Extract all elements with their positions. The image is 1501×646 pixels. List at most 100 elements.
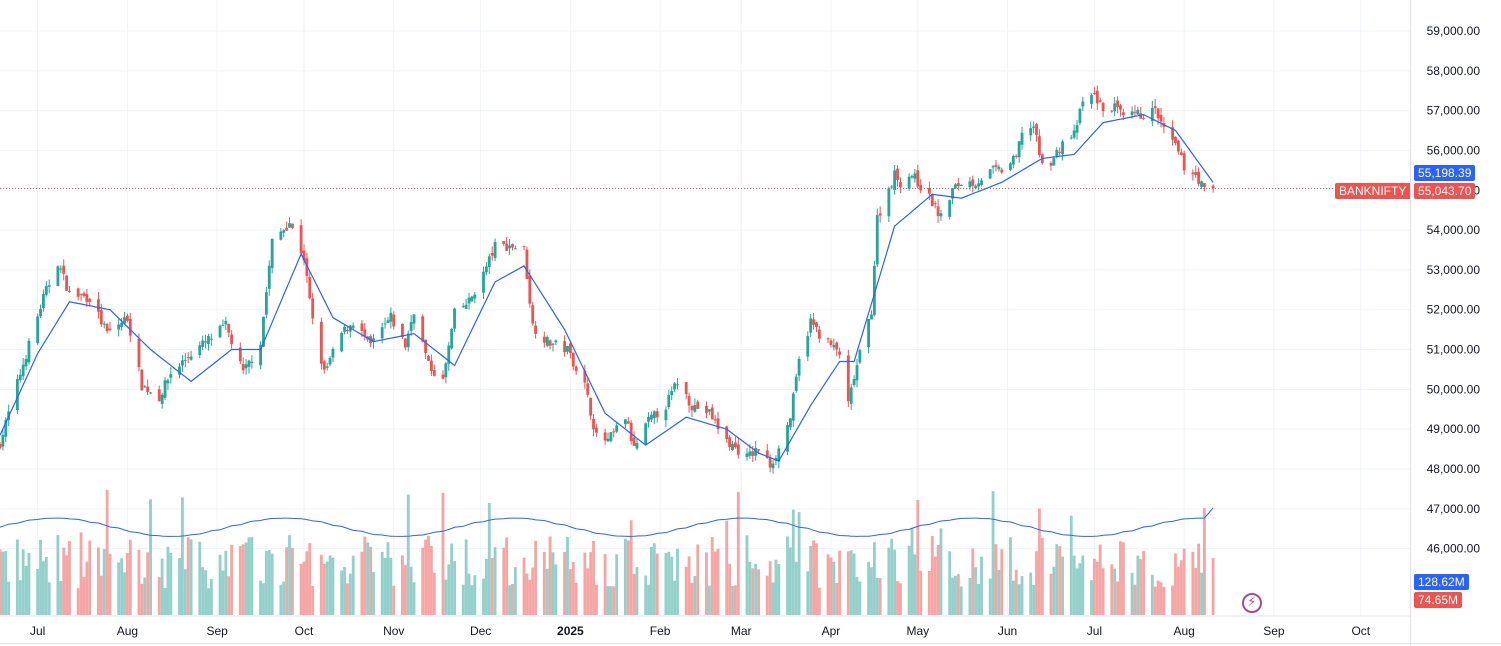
volume-bar <box>606 586 610 615</box>
price-tick-label: 46,000.00 <box>1427 542 1481 556</box>
candle <box>386 317 390 324</box>
volume-bar <box>736 492 740 615</box>
volume-bar <box>797 512 801 615</box>
volume-bar <box>444 579 448 615</box>
volume-bar <box>325 561 329 615</box>
volume-bar <box>838 550 842 615</box>
candle <box>788 417 792 431</box>
candle <box>166 378 170 390</box>
candle <box>954 183 957 189</box>
candle <box>18 368 22 383</box>
volume-bar <box>832 561 836 615</box>
candle <box>207 333 210 351</box>
candle <box>79 293 83 302</box>
volume-bar <box>1162 587 1166 615</box>
candle <box>392 311 396 330</box>
candle <box>389 307 393 329</box>
candle <box>858 348 862 365</box>
volume-bar <box>603 554 607 615</box>
candle <box>198 341 202 359</box>
candle <box>713 415 717 424</box>
volume-bar <box>1072 555 1076 615</box>
candle <box>664 406 668 427</box>
candle <box>36 313 40 346</box>
candle <box>806 331 810 361</box>
candle <box>855 358 859 388</box>
volume-bar <box>707 585 711 615</box>
volume-bar <box>102 549 106 615</box>
candle <box>554 339 558 346</box>
volume-bar <box>1095 561 1099 615</box>
time-tick-label: Mar <box>731 624 752 638</box>
volume-bar <box>140 583 144 615</box>
volume-bar <box>44 556 48 615</box>
volume-bar <box>363 536 367 615</box>
volume-bar <box>247 537 251 615</box>
volume-bar <box>684 566 688 615</box>
candle <box>647 412 650 428</box>
volume-bar <box>183 569 187 615</box>
candle <box>1014 154 1018 159</box>
volume-bar <box>710 537 714 615</box>
volume-bar <box>1182 548 1186 615</box>
candle <box>493 238 497 262</box>
candle <box>574 365 578 375</box>
price-tick-label: 53,000.00 <box>1427 263 1481 277</box>
volume-bar <box>117 562 121 615</box>
candle <box>351 322 355 330</box>
candle <box>42 289 45 312</box>
candle <box>629 420 633 445</box>
time-tick-label: May <box>906 624 929 638</box>
candle <box>910 174 914 179</box>
volume-bar <box>713 551 717 615</box>
volume-bar <box>1203 508 1206 615</box>
volume-bar <box>186 537 190 615</box>
candle <box>896 165 899 187</box>
volume-bar <box>1197 543 1201 615</box>
volume-bar <box>267 550 271 615</box>
volume-bar <box>954 575 957 615</box>
time-tick-label: Jul <box>30 624 45 638</box>
volume-bar <box>933 556 937 615</box>
volume-bar <box>1156 580 1160 615</box>
volume-bar <box>421 547 425 615</box>
volume-bar <box>930 535 934 615</box>
volume-bar <box>1116 581 1119 615</box>
candle <box>189 350 193 361</box>
candle <box>137 333 141 372</box>
volume-bar <box>490 557 494 615</box>
candle <box>39 304 42 318</box>
candle <box>545 335 549 348</box>
volume-bar <box>788 547 792 615</box>
price-axis[interactable]: 46,000.00 47,000.00 48,000.00 49,000.00 50,0… <box>1427 24 1481 556</box>
lightning-icon[interactable]: ⚡ <box>1242 593 1262 613</box>
volume-bar <box>447 564 451 615</box>
volume-bar <box>230 544 234 615</box>
volume-bar <box>380 551 384 615</box>
volume-bar <box>609 586 613 615</box>
candlesticks <box>0 85 1215 474</box>
volume-bar <box>705 552 708 615</box>
volume-bar <box>1081 555 1085 615</box>
candle <box>464 298 468 309</box>
candle <box>809 314 813 337</box>
volume-bar <box>644 575 648 615</box>
volume-bar <box>299 563 303 615</box>
volume-bar <box>1029 572 1033 615</box>
candle <box>644 422 648 446</box>
volume-bar <box>1121 542 1125 615</box>
volume-bar <box>389 557 393 615</box>
volume-bar <box>1011 580 1015 615</box>
candle <box>401 323 404 340</box>
volume-bar <box>896 581 899 615</box>
candle <box>160 392 164 409</box>
candle <box>44 280 48 297</box>
candle <box>615 422 619 434</box>
candle <box>105 322 109 334</box>
candle <box>583 364 587 389</box>
volume-bar <box>667 551 671 615</box>
candle <box>487 253 491 275</box>
volume-bar <box>39 539 42 615</box>
time-axis[interactable]: Jul Aug Sep Oct Nov Dec 2025 Feb Mar Apr May Jun Jul… <box>30 624 1371 638</box>
